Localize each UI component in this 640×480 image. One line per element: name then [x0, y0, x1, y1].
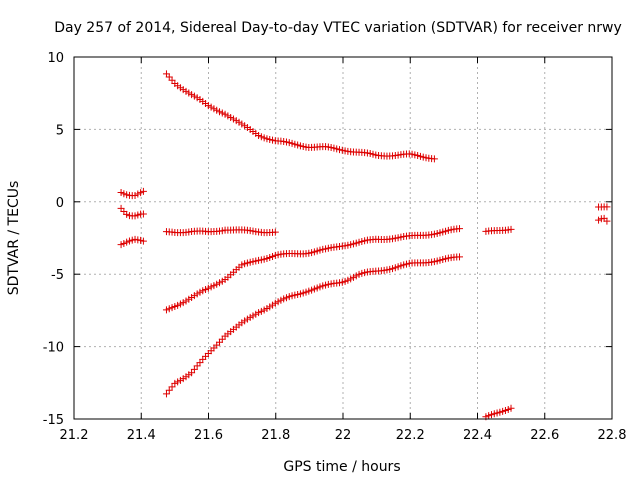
data-point: [139, 237, 147, 245]
x-tick-label: 22: [335, 428, 352, 443]
y-tick-label: 5: [56, 123, 64, 138]
y-tick-label: -10: [43, 341, 64, 356]
data-points: [117, 70, 611, 421]
gridlines: [74, 57, 612, 419]
series-end-cluster: [595, 203, 611, 211]
data-point: [456, 225, 464, 233]
axis-ticks: 21.2 21.4 21.6 21.8 22 22.2 22.4 22.6 22.8 -15 -10…: [43, 51, 627, 443]
series-late-low: [482, 404, 515, 421]
data-point: [162, 390, 170, 398]
series-arc-middle: [162, 225, 464, 314]
series-end-cluster-low: [595, 214, 611, 225]
series-late-flat: [482, 225, 515, 235]
y-tick-label: 10: [47, 51, 64, 66]
series-early-cluster: [117, 187, 147, 200]
data-point: [168, 383, 176, 391]
y-tick-label: 0: [56, 196, 64, 211]
series-early-cluster-mid: [117, 204, 147, 220]
data-point: [603, 203, 611, 211]
data-point: [271, 228, 279, 236]
data-point: [139, 210, 147, 218]
data-point: [507, 404, 515, 412]
x-tick-label: 21.2: [60, 428, 89, 443]
x-tick-label: 22.4: [463, 428, 492, 443]
x-axis-label: GPS time / hours: [283, 459, 400, 475]
y-tick-label: -15: [43, 413, 64, 428]
data-point: [430, 155, 438, 163]
x-tick-label: 22.2: [396, 428, 425, 443]
x-tick-label: 21.6: [194, 428, 223, 443]
x-tick-label: 21.8: [261, 428, 290, 443]
series-arc-lower: [162, 253, 464, 398]
y-axis-label: SDTVAR / TECUs: [6, 181, 22, 296]
data-point: [139, 187, 147, 195]
y-tick-label: -5: [51, 268, 64, 283]
x-tick-label: 22.6: [530, 428, 559, 443]
series-early-cluster-low: [117, 235, 147, 249]
series-arc-flat: [162, 226, 279, 237]
data-point: [507, 225, 515, 233]
data-point: [603, 217, 611, 225]
x-tick-label: 21.4: [127, 428, 156, 443]
data-point: [456, 253, 464, 261]
series-arc-upper: [162, 70, 438, 163]
chart-title: Day 257 of 2014, Sidereal Day-to-day VTE…: [54, 20, 622, 36]
x-tick-label: 22.8: [598, 428, 627, 443]
